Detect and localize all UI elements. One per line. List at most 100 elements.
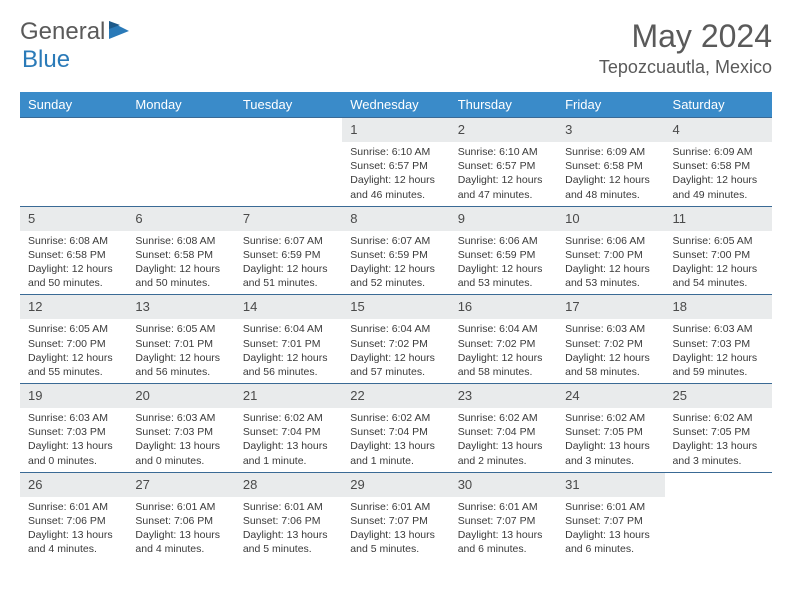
week-row: 12Sunrise: 6:05 AMSunset: 7:00 PMDayligh… — [20, 295, 772, 384]
day-line-d2: and 52 minutes. — [350, 276, 441, 290]
day-body: Sunrise: 6:03 AMSunset: 7:03 PMDaylight:… — [127, 408, 234, 472]
day-line-ss: Sunset: 7:02 PM — [458, 337, 549, 351]
day-line-d2: and 2 minutes. — [458, 454, 549, 468]
day-number-wrap: 27 — [127, 473, 234, 497]
day-line-d2: and 55 minutes. — [28, 365, 119, 379]
day-header-saturday: Saturday — [665, 92, 772, 118]
day-cell: 23Sunrise: 6:02 AMSunset: 7:04 PMDayligh… — [450, 384, 557, 473]
day-number: 15 — [350, 299, 364, 314]
day-line-d2: and 3 minutes. — [565, 454, 656, 468]
logo-text-general: General — [20, 18, 105, 46]
day-number-wrap: 13 — [127, 295, 234, 319]
day-body: Sunrise: 6:01 AMSunset: 7:06 PMDaylight:… — [127, 497, 234, 561]
day-cell: 7Sunrise: 6:07 AMSunset: 6:59 PMDaylight… — [235, 206, 342, 295]
day-line-d2: and 5 minutes. — [243, 542, 334, 556]
day-number-wrap: 9 — [450, 207, 557, 231]
day-line-d2: and 59 minutes. — [673, 365, 764, 379]
day-line-ss: Sunset: 7:04 PM — [243, 425, 334, 439]
day-line-sr: Sunrise: 6:02 AM — [350, 411, 441, 425]
day-body: Sunrise: 6:01 AMSunset: 7:07 PMDaylight:… — [557, 497, 664, 561]
day-line-ss: Sunset: 6:57 PM — [350, 159, 441, 173]
day-line-d1: Daylight: 13 hours — [28, 439, 119, 453]
day-line-d2: and 53 minutes. — [565, 276, 656, 290]
day-line-d2: and 1 minute. — [350, 454, 441, 468]
day-number-wrap: 6 — [127, 207, 234, 231]
day-line-sr: Sunrise: 6:10 AM — [458, 145, 549, 159]
day-cell: 3Sunrise: 6:09 AMSunset: 6:58 PMDaylight… — [557, 118, 664, 207]
day-line-d1: Daylight: 13 hours — [243, 528, 334, 542]
day-number: 25 — [673, 388, 687, 403]
day-number-wrap: 5 — [20, 207, 127, 231]
day-line-d1: Daylight: 12 hours — [673, 262, 764, 276]
day-line-d2: and 58 minutes. — [458, 365, 549, 379]
day-number-wrap: 29 — [342, 473, 449, 497]
day-line-sr: Sunrise: 6:03 AM — [673, 322, 764, 336]
day-number: 18 — [673, 299, 687, 314]
day-number-wrap: 21 — [235, 384, 342, 408]
day-cell: 5Sunrise: 6:08 AMSunset: 6:58 PMDaylight… — [20, 206, 127, 295]
day-line-d2: and 56 minutes. — [243, 365, 334, 379]
day-body: Sunrise: 6:02 AMSunset: 7:04 PMDaylight:… — [450, 408, 557, 472]
day-number: 7 — [243, 211, 250, 226]
day-line-sr: Sunrise: 6:05 AM — [673, 234, 764, 248]
day-number-wrap: 4 — [665, 118, 772, 142]
day-cell: 24Sunrise: 6:02 AMSunset: 7:05 PMDayligh… — [557, 384, 664, 473]
day-line-d2: and 58 minutes. — [565, 365, 656, 379]
day-number-wrap: 24 — [557, 384, 664, 408]
day-number-wrap: 18 — [665, 295, 772, 319]
day-header-sunday: Sunday — [20, 92, 127, 118]
day-number-wrap: 28 — [235, 473, 342, 497]
day-line-d1: Daylight: 13 hours — [673, 439, 764, 453]
day-line-d2: and 50 minutes. — [135, 276, 226, 290]
day-number: 30 — [458, 477, 472, 492]
day-number: 2 — [458, 122, 465, 137]
day-number: 31 — [565, 477, 579, 492]
day-line-sr: Sunrise: 6:04 AM — [350, 322, 441, 336]
day-cell: 16Sunrise: 6:04 AMSunset: 7:02 PMDayligh… — [450, 295, 557, 384]
day-line-d1: Daylight: 13 hours — [350, 528, 441, 542]
day-number-wrap: 20 — [127, 384, 234, 408]
day-line-d2: and 5 minutes. — [350, 542, 441, 556]
day-line-d2: and 56 minutes. — [135, 365, 226, 379]
day-line-ss: Sunset: 7:00 PM — [565, 248, 656, 262]
day-line-d1: Daylight: 12 hours — [565, 262, 656, 276]
day-cell: 12Sunrise: 6:05 AMSunset: 7:00 PMDayligh… — [20, 295, 127, 384]
day-cell: 19Sunrise: 6:03 AMSunset: 7:03 PMDayligh… — [20, 384, 127, 473]
day-line-d2: and 48 minutes. — [565, 188, 656, 202]
day-number-wrap: 31 — [557, 473, 664, 497]
day-line-ss: Sunset: 6:58 PM — [135, 248, 226, 262]
day-body: Sunrise: 6:03 AMSunset: 7:03 PMDaylight:… — [20, 408, 127, 472]
day-line-ss: Sunset: 6:57 PM — [458, 159, 549, 173]
day-line-sr: Sunrise: 6:03 AM — [135, 411, 226, 425]
day-line-ss: Sunset: 6:59 PM — [350, 248, 441, 262]
day-cell — [665, 472, 772, 560]
day-number: 28 — [243, 477, 257, 492]
day-line-d1: Daylight: 13 hours — [28, 528, 119, 542]
day-line-sr: Sunrise: 6:04 AM — [458, 322, 549, 336]
day-line-d2: and 4 minutes. — [28, 542, 119, 556]
day-line-sr: Sunrise: 6:02 AM — [458, 411, 549, 425]
day-line-d1: Daylight: 13 hours — [350, 439, 441, 453]
day-number: 14 — [243, 299, 257, 314]
day-body: Sunrise: 6:05 AMSunset: 7:01 PMDaylight:… — [127, 319, 234, 383]
day-line-sr: Sunrise: 6:08 AM — [28, 234, 119, 248]
day-cell: 18Sunrise: 6:03 AMSunset: 7:03 PMDayligh… — [665, 295, 772, 384]
day-line-sr: Sunrise: 6:02 AM — [243, 411, 334, 425]
day-body: Sunrise: 6:02 AMSunset: 7:04 PMDaylight:… — [235, 408, 342, 472]
day-line-ss: Sunset: 7:04 PM — [458, 425, 549, 439]
day-body: Sunrise: 6:05 AMSunset: 7:00 PMDaylight:… — [665, 231, 772, 295]
day-line-d1: Daylight: 13 hours — [565, 439, 656, 453]
day-cell — [235, 118, 342, 207]
day-line-d1: Daylight: 12 hours — [673, 173, 764, 187]
day-line-sr: Sunrise: 6:07 AM — [350, 234, 441, 248]
day-body: Sunrise: 6:01 AMSunset: 7:07 PMDaylight:… — [450, 497, 557, 561]
day-line-ss: Sunset: 6:58 PM — [673, 159, 764, 173]
day-body: Sunrise: 6:09 AMSunset: 6:58 PMDaylight:… — [665, 142, 772, 206]
day-line-d1: Daylight: 12 hours — [458, 351, 549, 365]
day-line-d1: Daylight: 12 hours — [243, 262, 334, 276]
day-cell: 8Sunrise: 6:07 AMSunset: 6:59 PMDaylight… — [342, 206, 449, 295]
day-line-ss: Sunset: 6:58 PM — [28, 248, 119, 262]
day-body: Sunrise: 6:04 AMSunset: 7:02 PMDaylight:… — [450, 319, 557, 383]
day-line-sr: Sunrise: 6:01 AM — [243, 500, 334, 514]
day-line-ss: Sunset: 6:59 PM — [458, 248, 549, 262]
